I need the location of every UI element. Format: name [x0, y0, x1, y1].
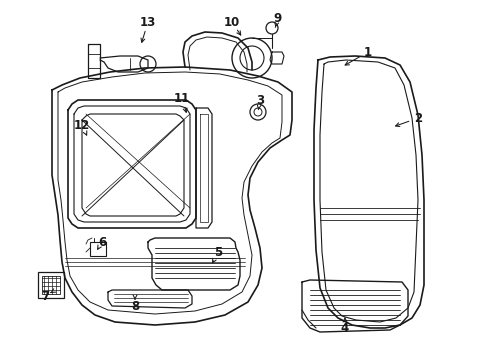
Text: 6: 6 [98, 235, 106, 248]
Text: 5: 5 [214, 246, 222, 258]
Text: 9: 9 [274, 12, 282, 24]
Text: 12: 12 [74, 118, 90, 131]
Text: 7: 7 [41, 289, 49, 302]
Text: 11: 11 [174, 91, 190, 104]
Text: 4: 4 [341, 321, 349, 334]
Bar [38, 272, 64, 298]
Text: 2: 2 [414, 112, 422, 125]
Bar [42, 276, 60, 294]
Text: 1: 1 [364, 45, 372, 59]
Text: 3: 3 [256, 94, 264, 107]
Bar [90, 242, 106, 256]
Text: 10: 10 [224, 15, 240, 28]
Text: 13: 13 [140, 15, 156, 28]
Text: 8: 8 [131, 300, 139, 312]
